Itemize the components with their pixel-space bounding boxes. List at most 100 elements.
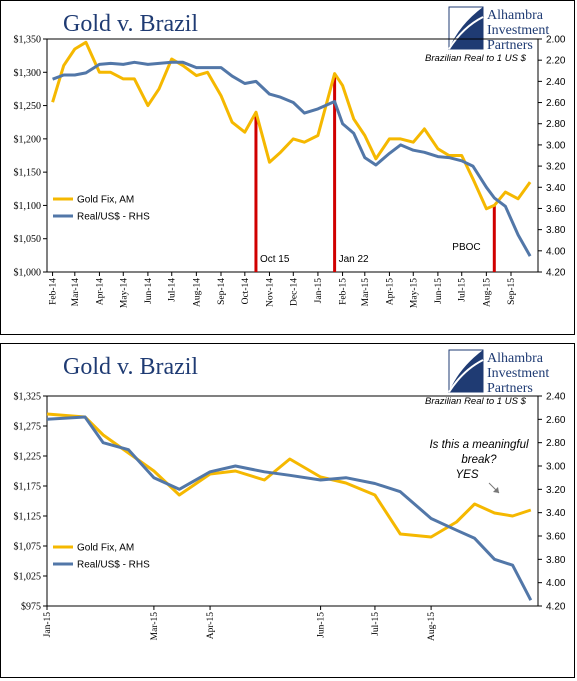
y-left-tick-label: $1,300	[14, 68, 42, 79]
logo-line-1: Alhambra	[487, 351, 544, 366]
y-left-tick-label: $1,325	[14, 392, 42, 403]
y-left-tick-label: $1,000	[14, 268, 42, 279]
x-tick-label: Nov-14	[265, 278, 275, 307]
chart-title: Gold v. Brazil	[63, 354, 198, 380]
y-left-tick-label: $1,175	[14, 482, 42, 493]
chart-bottom: Gold v. Brazil Alhambra Investment Partn…	[14, 349, 566, 642]
annotation-line-3: YES	[455, 469, 478, 481]
x-tick-label: Apr-15	[206, 612, 216, 639]
y-left-tick-label: $1,025	[14, 572, 42, 583]
x-tick-label: Dec-14	[289, 278, 299, 306]
y-left-tick-label: $1,350	[14, 35, 42, 46]
y-right-tick-label: 4.20	[546, 602, 566, 613]
y-left-tick-label: $1,150	[14, 168, 42, 179]
right-axis-label: Brazilian Real to 1 US $	[425, 53, 527, 64]
y-right-tick-label: 3.80	[546, 555, 566, 566]
y-left-tick-label: $1,075	[14, 542, 42, 553]
x-tick-label: Sep-15	[507, 278, 517, 305]
x-tick-label: Feb-14	[49, 278, 59, 305]
event-marker-label: Oct 15	[260, 254, 290, 265]
x-tick-label: May-15	[409, 278, 419, 308]
y-right-tick-label: 4.20	[546, 268, 566, 279]
y-right-tick-label: 2.00	[546, 35, 566, 46]
y-left-tick-label: $1,250	[14, 101, 42, 112]
y-right-tick-label: 2.20	[546, 56, 566, 67]
x-tick-label: Jun-14	[144, 278, 154, 304]
y-left-tick-label: $1,100	[14, 201, 42, 212]
event-marker-label: PBOC	[452, 242, 480, 253]
annotation-line-1: Is this a meaningful	[429, 439, 529, 451]
plot-area: $1,350 $1,300 $1,250 $1,200 $1,150 $1,100 $1,0…	[14, 35, 566, 309]
real-series-line	[52, 60, 532, 257]
y-left-tick-label: $1,200	[14, 134, 42, 145]
logo-line-2: Investment	[487, 366, 549, 381]
y-right-tick-label: 3.00	[546, 462, 566, 473]
right-axis-label: Brazilian Real to 1 US $	[425, 396, 527, 407]
y-right-tick-label: 3.20	[546, 162, 566, 173]
logo-line-3: Partners	[487, 38, 533, 53]
chart-panel-top: Gold v. Brazil Alhambra Investment Partn…	[0, 0, 575, 335]
y-right-tick-label: 3.00	[546, 140, 566, 151]
real-series-line	[46, 415, 533, 601]
plot-frame	[46, 38, 539, 273]
annotation-arrow	[488, 482, 500, 494]
plot-area: $1,325 $1,275 $1,225 $1,175 $1,125 $1,075 $1,0…	[14, 392, 566, 642]
chart-top: Gold v. Brazil Alhambra Investment Partn…	[14, 6, 566, 309]
y-right-tick-label: 2.40	[546, 77, 566, 88]
x-tick-label: Jul-15	[371, 612, 381, 636]
x-tick-label: Apr-14	[95, 278, 105, 305]
logo-line-3: Partners	[487, 381, 533, 396]
y-left-tick-label: $1,125	[14, 512, 42, 523]
y-right-tick-label: 2.80	[546, 119, 566, 130]
y-right-tick-label: 3.60	[546, 532, 566, 543]
alhambra-logo: Alhambra Investment Partners	[448, 6, 549, 53]
gold-series-line	[51, 40, 532, 211]
x-tick-label: Oct-14	[241, 278, 251, 305]
y-right-tick-label: 2.40	[546, 392, 566, 403]
x-tick-label: Aug-15	[427, 612, 437, 641]
chart-panel-bottom: Gold v. Brazil Alhambra Investment Partn…	[0, 343, 575, 678]
legend-label: Real/US$ - RHS	[77, 560, 150, 571]
y-right-tick-label: 3.60	[546, 204, 566, 215]
x-tick-label: Mar-15	[150, 612, 160, 641]
x-tick-label: Jun-15	[434, 278, 444, 304]
y-right-tick-label: 3.40	[546, 183, 566, 194]
y-right-tick-label: 3.40	[546, 508, 566, 519]
y-left-tick-label: $1,225	[14, 452, 42, 463]
annotation-line-2: break?	[461, 454, 497, 466]
y-right-tick-label: 2.80	[546, 438, 566, 449]
y-left-tick-label: $975	[21, 602, 41, 613]
logo-line-2: Investment	[487, 23, 549, 38]
y-left-tick-label: $1,050	[14, 234, 42, 245]
legend-label: Real/US$ - RHS	[77, 212, 150, 223]
x-tick-label: Mar-14	[71, 278, 81, 307]
y-right-tick-label: 4.00	[546, 246, 566, 257]
y-right-tick-label: 2.60	[546, 415, 566, 426]
x-tick-label: Aug-14	[192, 278, 202, 307]
x-tick-label: Jul-14	[168, 278, 178, 302]
legend-label: Gold Fix, AM	[77, 195, 134, 206]
y-right-tick-label: 4.00	[546, 578, 566, 589]
event-marker-label: Jan 22	[339, 254, 369, 265]
logo-icon	[448, 349, 484, 393]
logo-icon	[448, 6, 484, 50]
plot-frame	[46, 395, 539, 607]
x-tick-label: Aug-15	[482, 278, 492, 307]
logo-line-1: Alhambra	[487, 8, 544, 23]
y-right-tick-label: 3.80	[546, 225, 566, 236]
y-right-tick-label: 3.20	[546, 485, 566, 496]
x-tick-label: Sep-14	[217, 278, 227, 305]
x-tick-label: Jun-15	[317, 612, 327, 638]
x-tick-label: Jan-15	[314, 278, 324, 304]
x-tick-label: Jan-15	[43, 612, 53, 638]
y-left-tick-label: $1,275	[14, 422, 42, 433]
x-tick-label: May-14	[119, 278, 129, 308]
y-right-tick-label: 2.60	[546, 98, 566, 109]
x-tick-label: Feb-15	[339, 278, 349, 305]
x-tick-label: Apr-15	[385, 278, 395, 305]
legend-label: Gold Fix, AM	[77, 543, 134, 554]
x-tick-label: Mar-15	[361, 278, 371, 307]
alhambra-logo: Alhambra Investment Partners	[448, 349, 549, 396]
chart-title: Gold v. Brazil	[63, 11, 198, 37]
x-tick-label: Jul-15	[458, 278, 468, 302]
